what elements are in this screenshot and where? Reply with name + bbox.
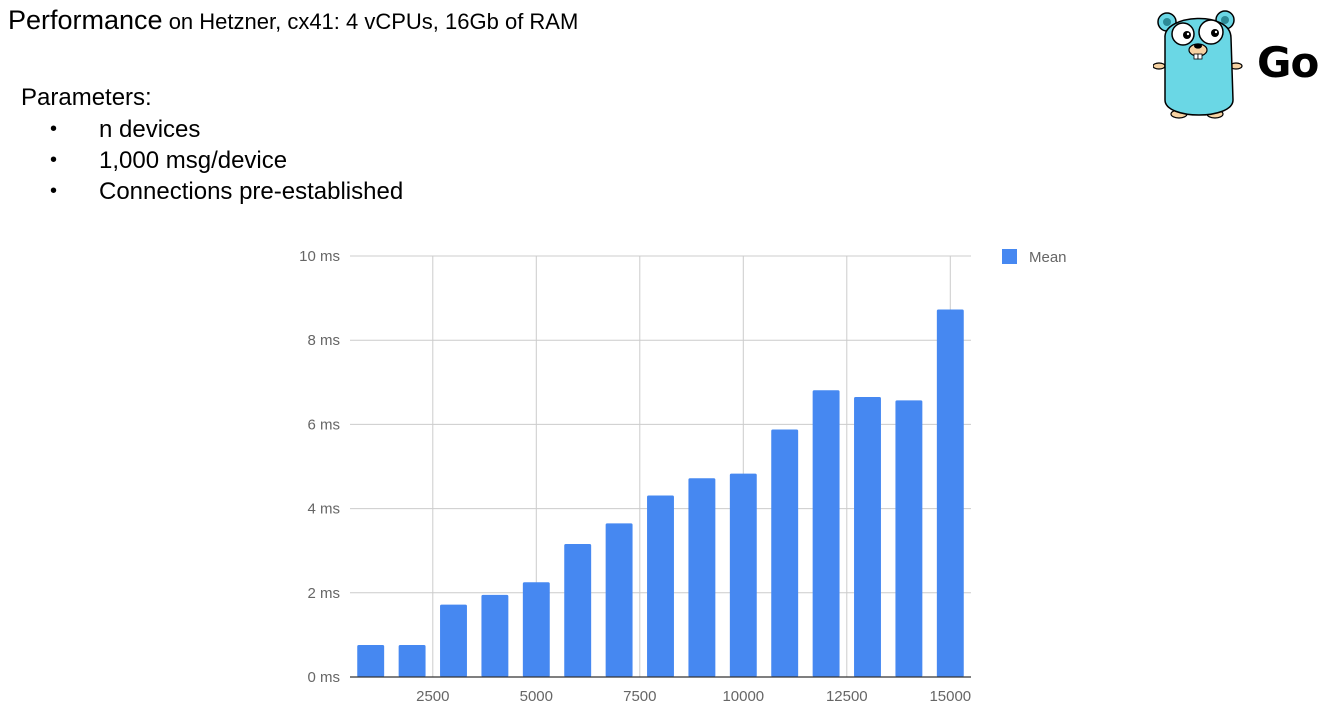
parameter-item-label: n devices <box>99 116 201 143</box>
bar-mean <box>688 478 716 677</box>
bar-mean <box>812 390 840 677</box>
bar-mean <box>729 473 757 677</box>
y-tick-label: 8 ms <box>307 332 340 349</box>
bar-mean <box>647 495 674 677</box>
go-logo-text: Go <box>1257 38 1319 87</box>
bar-mean <box>522 582 550 677</box>
y-tick-label: 0 ms <box>307 669 340 686</box>
bar-mean <box>771 429 799 677</box>
y-tick-label: 10 ms <box>299 248 340 265</box>
bar-mean <box>605 523 633 677</box>
bar-mean <box>895 400 923 677</box>
bar-mean <box>398 645 426 677</box>
chart-axes: 0 ms 2 ms 4 ms 6 ms 8 ms 10 ms 2500 5000 7500 100… <box>299 248 971 705</box>
parameters-list: • n devices • 1,000 msg/device • Connection… <box>21 114 403 207</box>
chart-legend: Mean <box>1002 249 1067 266</box>
x-tick-label: 7500 <box>623 688 656 705</box>
parameters-block: Parameters: • n devices • 1,000 msg/device… <box>21 84 403 207</box>
parameter-item-label: 1,000 msg/device <box>99 147 288 174</box>
go-gopher-icon <box>1152 8 1243 125</box>
parameter-item: • n devices <box>21 114 403 145</box>
slide-title-sub: on Hetzner, cx41: 4 vCPUs, 16Gb of RAM <box>162 9 579 34</box>
legend-label-mean: Mean <box>1029 249 1067 266</box>
y-tick-label: 4 ms <box>307 501 340 518</box>
bar-mean <box>440 604 467 677</box>
x-tick-label: 12500 <box>826 688 868 705</box>
bar-mean <box>564 543 592 677</box>
bullet: • <box>50 149 58 171</box>
parameter-item: • Connections pre-established <box>21 176 403 207</box>
bar-mean <box>481 594 509 677</box>
bullet: • <box>50 180 58 202</box>
y-tick-label: 2 ms <box>307 585 340 602</box>
slide-title-main: Performance <box>8 5 163 35</box>
slide-title: Performance on Hetzner, cx41: 4 vCPUs, 1… <box>8 5 578 36</box>
parameters-heading: Parameters: <box>21 84 152 111</box>
bar-mean <box>936 309 964 677</box>
x-tick-label: 2500 <box>416 688 449 705</box>
x-tick-label: 5000 <box>520 688 553 705</box>
bar-mean <box>357 645 385 677</box>
x-tick-label: 10000 <box>722 688 764 705</box>
chart-bars <box>357 309 964 677</box>
bullet: • <box>50 118 58 140</box>
bar-mean <box>854 397 881 677</box>
legend-swatch-mean <box>1002 249 1017 264</box>
parameter-item: • 1,000 msg/device <box>21 145 403 176</box>
x-tick-label: 15000 <box>929 688 971 705</box>
parameter-item-label: Connections pre-established <box>99 178 404 205</box>
y-tick-label: 6 ms <box>307 416 340 433</box>
